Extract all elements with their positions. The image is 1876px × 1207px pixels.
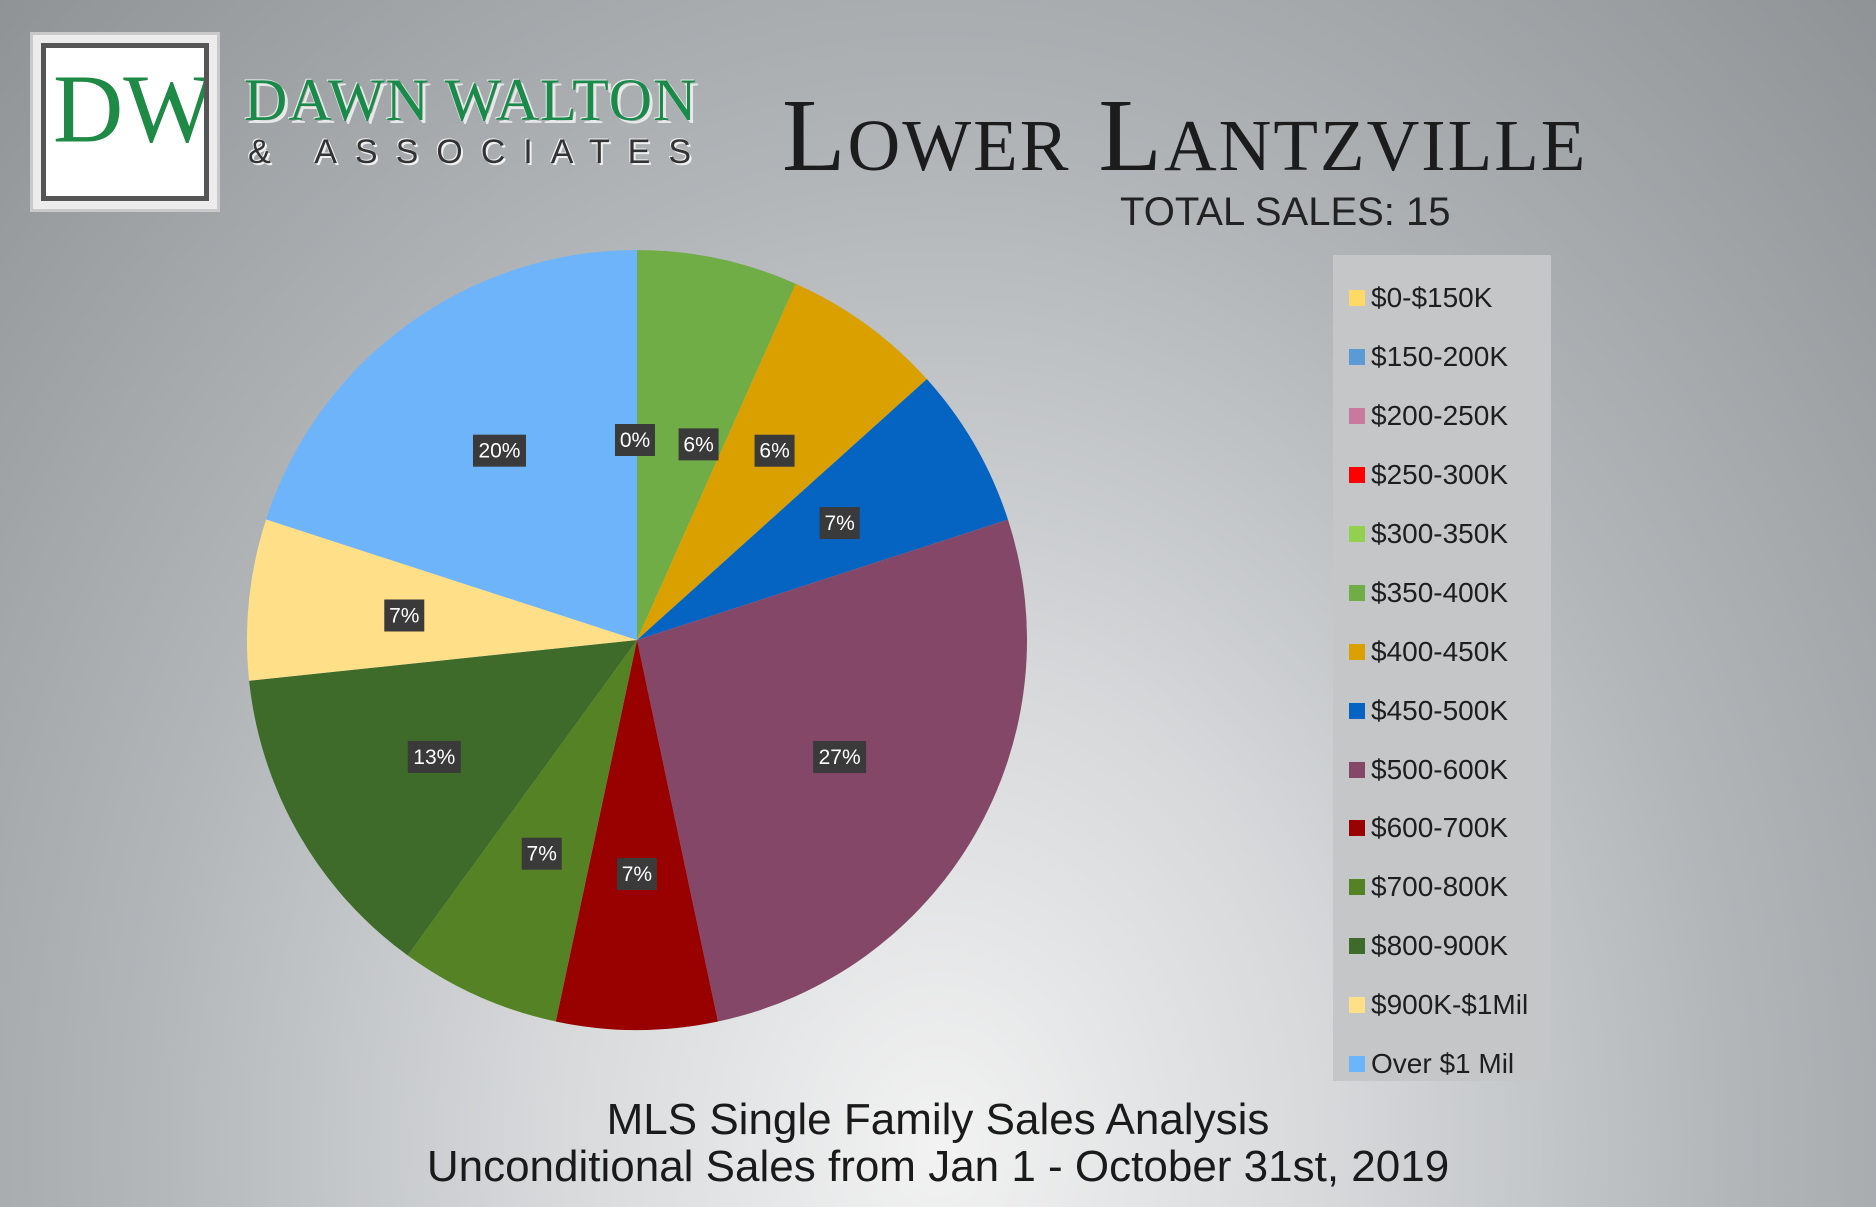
legend-swatch — [1349, 879, 1365, 896]
data-label-450-500k: 7% — [819, 507, 860, 540]
legend-label: $250-300K — [1371, 459, 1509, 491]
pie-slice-800-900k — [249, 640, 637, 956]
data-label-box — [407, 740, 461, 773]
data-label-box — [616, 858, 657, 890]
data-label-box — [615, 424, 655, 456]
legend-swatch — [1349, 408, 1365, 425]
legend-label: $150-200K — [1371, 341, 1509, 373]
legend-item-0-150k: $0-$150K — [1333, 269, 1551, 328]
brand-subtitle: & ASSOCIATES — [248, 133, 710, 171]
logo-monogram-text: DW — [53, 55, 204, 163]
data-label-text: 20% — [478, 440, 520, 463]
pie-data-labels: 0% 6% 6% 7% 27% 7% 7% 13% 7% 20% — [384, 424, 867, 890]
legend-label: $0-$150K — [1371, 282, 1493, 314]
data-label-text: 27% — [819, 746, 861, 769]
pie-slice-700-800k — [407, 640, 637, 1022]
legend-swatch — [1349, 938, 1365, 955]
data-label-box — [521, 837, 562, 870]
legend-swatch — [1349, 1056, 1365, 1073]
legend-item-300-350k: $300-350K — [1333, 505, 1551, 564]
legend-label: $900K-$1Mil — [1371, 989, 1529, 1021]
data-label-text: 7% — [389, 604, 419, 627]
data-label-800-900k: 13% — [407, 740, 461, 773]
legend-swatch — [1349, 761, 1365, 778]
data-label-400-450k: 6% — [754, 434, 795, 467]
footer-line-1: MLS Single Family Sales Analysis — [606, 1095, 1270, 1144]
legend-swatch — [1349, 349, 1365, 366]
legend-item-200-250k: $200-250K — [1333, 387, 1551, 446]
data-label-700-800k: 7% — [521, 837, 562, 870]
legend-label: $500-600K — [1371, 753, 1509, 785]
data-label-600-700k: 7% — [616, 858, 657, 890]
data-label-box — [384, 599, 425, 632]
legend-label: Over $1 Mil — [1371, 1048, 1515, 1080]
data-label-300-350k: 0% — [615, 424, 655, 456]
legend-label: $450-500K — [1371, 694, 1509, 726]
legend-label: $700-800K — [1371, 871, 1509, 903]
footer-line-2: Unconditional Sales from Jan 1 - October… — [426, 1142, 1450, 1191]
legend-item-400-450k: $400-450K — [1333, 622, 1551, 681]
data-label-350-400k: 6% — [678, 428, 719, 461]
legend-swatch — [1349, 584, 1365, 601]
legend-item-over-1-mil: Over $1 Mil — [1333, 1035, 1551, 1094]
data-label-box — [472, 434, 526, 467]
legend-swatch — [1349, 702, 1365, 719]
legend-label: $800-900K — [1371, 930, 1509, 962]
brand-name: DAWN WALTON — [244, 67, 698, 133]
legend-item-350-400k: $350-400K — [1333, 563, 1551, 622]
data-label-box — [819, 507, 860, 540]
legend-item-450-500k: $450-500K — [1333, 681, 1551, 740]
data-label-900k-1mil: 7% — [384, 599, 425, 632]
data-label-text: 7% — [527, 843, 557, 866]
data-label-box — [813, 741, 867, 774]
data-label-box — [678, 428, 719, 461]
logo-frame: DW — [41, 43, 209, 201]
pie-slices — [247, 250, 1027, 1030]
legend-label: $300-350K — [1371, 518, 1509, 549]
data-label-text: 7% — [622, 863, 652, 886]
pie-slice-over-1-mil — [266, 250, 637, 640]
legend-item-700-800k: $700-800K — [1333, 858, 1551, 917]
legend-label: $350-400K — [1371, 576, 1509, 608]
legend-label: $400-450K — [1371, 635, 1509, 667]
data-label-box — [754, 434, 795, 467]
chart-legend: $0-$150K $150-200K $200-250K $250-300K $300-… — [1333, 255, 1551, 1081]
legend-swatch — [1349, 820, 1365, 837]
data-label-text: 13% — [413, 746, 455, 769]
legend-swatch — [1349, 643, 1365, 660]
legend-item-600-700k: $600-700K — [1333, 799, 1551, 858]
legend-label: $600-700K — [1371, 812, 1509, 844]
legend-item-800-900k: $800-900K — [1333, 917, 1551, 976]
legend-item-150-200k: $150-200K — [1333, 328, 1551, 387]
logo: DW — [30, 32, 220, 212]
pie-slice-600-700k — [555, 640, 718, 1030]
data-label-over-1-mil: 20% — [472, 434, 526, 467]
legend-label: $200-250K — [1371, 400, 1509, 432]
data-label-text: 6% — [759, 440, 789, 463]
data-label-text: 7% — [825, 512, 855, 535]
total-sales: TOTAL SALES: 15 — [1120, 190, 1451, 234]
legend-item-900k-1mil: $900K-$1Mil — [1333, 976, 1551, 1035]
legend-swatch — [1349, 526, 1365, 542]
data-label-text: 6% — [683, 433, 713, 456]
data-label-500-600k: 27% — [813, 741, 867, 774]
legend-swatch — [1349, 290, 1365, 307]
data-label-text: 0% — [620, 429, 650, 452]
legend-swatch — [1349, 997, 1365, 1014]
page-title: Lower Lantzville — [782, 78, 1588, 193]
legend-item-250-300k: $250-300K — [1333, 446, 1551, 505]
legend-item-500-600k: $500-600K — [1333, 740, 1551, 799]
logo-monogram: DW — [53, 55, 204, 163]
legend-swatch — [1349, 467, 1365, 484]
pie-slice-900k-1mil — [247, 519, 638, 681]
